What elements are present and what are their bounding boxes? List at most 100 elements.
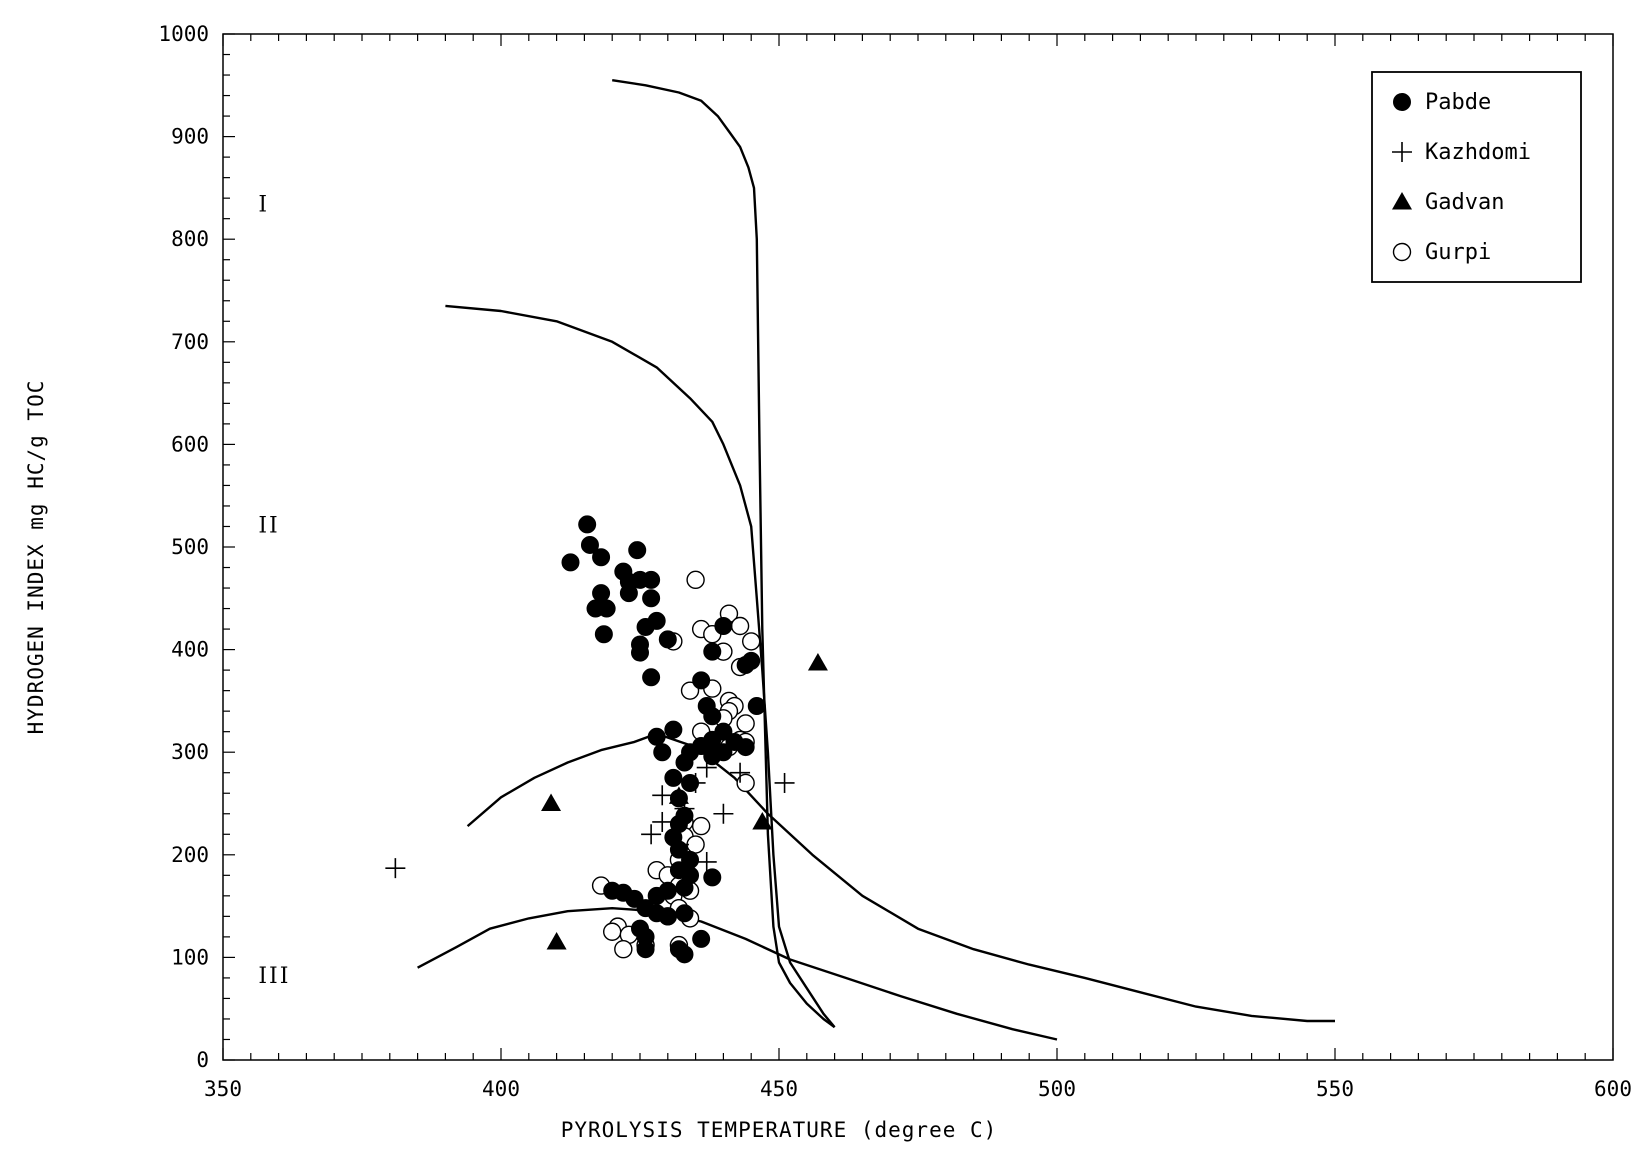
pabde-point	[747, 697, 766, 716]
x-tick-label: 550	[1316, 1077, 1354, 1101]
pabde-point	[669, 940, 688, 959]
y-tick-label: 1000	[158, 22, 209, 46]
y-tick-label: 0	[196, 1048, 209, 1072]
pabde-point	[642, 589, 661, 608]
data-points	[385, 515, 828, 964]
pabde-point	[647, 727, 666, 746]
gurpi-point	[603, 922, 622, 941]
legend-label: Gurpi	[1425, 240, 1491, 265]
pabde-point	[675, 878, 694, 897]
pabde-point	[703, 868, 722, 887]
zone-label-ii: II	[258, 513, 279, 538]
kazhdomi-legend-marker	[1392, 142, 1412, 162]
gurpi-point	[686, 570, 705, 590]
pabde-point	[675, 904, 694, 923]
y-tick-label: 200	[171, 843, 209, 867]
pabde-legend-marker	[1393, 93, 1411, 111]
legend-entry-pabde: Pabde	[1393, 90, 1491, 115]
y-tick-label: 500	[171, 535, 209, 559]
pabde-point	[692, 671, 711, 690]
y-tick-label: 400	[171, 638, 209, 662]
pabde-point	[561, 553, 580, 572]
pabde-point	[594, 625, 613, 644]
y-axis-title: HYDROGEN INDEX mg HC/g TOC	[24, 380, 48, 735]
gurpi-point	[736, 714, 755, 733]
kazhdomi-point	[668, 834, 689, 855]
zone-label-i: I	[258, 192, 269, 217]
x-tick-label: 450	[760, 1077, 798, 1101]
pabde-point	[586, 599, 605, 618]
gadvan-point	[807, 652, 828, 671]
reference-curves	[417, 79, 1335, 1041]
gadvan-point	[752, 811, 773, 830]
kazhdomi-point	[730, 762, 751, 783]
y-tick-label: 900	[171, 125, 209, 149]
type-I-boundary-curve	[612, 79, 836, 1029]
legend-entry-gurpi: Gurpi	[1392, 240, 1491, 265]
gadvan-point	[668, 786, 689, 804]
pabde-point	[658, 630, 677, 649]
kazhdomi-point	[774, 772, 795, 793]
pabde-point	[642, 668, 661, 687]
pabde-point	[658, 907, 677, 926]
pabde-point	[664, 720, 683, 739]
axes: 350 400 450 500 550 600 0 100 200 300 400 500 600 700…	[158, 22, 1632, 1101]
pabde-point	[692, 929, 711, 948]
pabde-point	[703, 642, 722, 661]
x-tick-label: 350	[204, 1077, 242, 1101]
pabde-point	[592, 548, 611, 567]
pabde-point	[628, 541, 647, 560]
pabde-point	[714, 617, 733, 636]
type-I-II-boundary-curve	[445, 304, 836, 1028]
x-tick-label: 400	[482, 1077, 520, 1101]
series-gadvan	[541, 652, 828, 950]
gurpi-point	[742, 632, 761, 651]
legend-label: Gadvan	[1425, 190, 1504, 215]
pabde-point	[636, 618, 655, 637]
legend: Pabde Kazhdomi Gadvan Gurpi	[1371, 71, 1582, 283]
y-tick-label: 300	[171, 740, 209, 764]
kazhdomi-point	[652, 785, 673, 806]
y-tick-label: 800	[171, 227, 209, 251]
gadvan-point	[541, 793, 562, 811]
series-kazhdomi	[385, 757, 795, 879]
gurpi-point	[680, 681, 700, 700]
zone-label-iii: III	[258, 964, 290, 989]
legend-entry-gadvan: Gadvan	[1392, 190, 1504, 215]
pabde-point	[631, 643, 649, 662]
gurpi-point	[736, 773, 755, 793]
pabde-point	[736, 738, 755, 757]
pabde-point	[592, 584, 611, 603]
pabde-point	[619, 584, 638, 603]
type-II-III-boundary-curve	[466, 732, 1335, 1023]
y-tick-label: 100	[171, 945, 209, 969]
type-III-boundary-curve	[417, 907, 1058, 1041]
legend-label: Pabde	[1425, 90, 1491, 115]
gurpi-point	[730, 616, 750, 636]
gadvan-point	[546, 932, 567, 950]
gurpi-point	[614, 939, 633, 959]
kazhdomi-point	[641, 824, 662, 845]
pabde-point	[703, 747, 722, 766]
kazhdomi-point	[652, 811, 673, 832]
legend-entry-kazhdomi: Kazhdomi	[1392, 140, 1531, 165]
gadvan-legend-marker	[1392, 192, 1412, 210]
pabde-point	[664, 768, 683, 787]
kazhdomi-point	[713, 803, 734, 824]
pabde-point	[642, 570, 661, 589]
pabde-point	[675, 753, 694, 772]
gurpi-legend-marker	[1392, 242, 1412, 262]
y-tick-label: 700	[171, 330, 209, 354]
pabde-point	[653, 743, 672, 762]
pabde-point	[578, 515, 597, 534]
y-tick-label: 600	[171, 432, 209, 456]
x-axis-title: PYROLYSIS TEMPERATURE (degree C)	[561, 1118, 998, 1142]
gurpi-point	[691, 816, 711, 836]
kazhdomi-point	[385, 858, 406, 879]
pabde-point	[603, 881, 622, 900]
pabde-point	[703, 707, 722, 726]
kazhdomi-point	[696, 851, 717, 872]
gurpi-point	[686, 835, 705, 854]
